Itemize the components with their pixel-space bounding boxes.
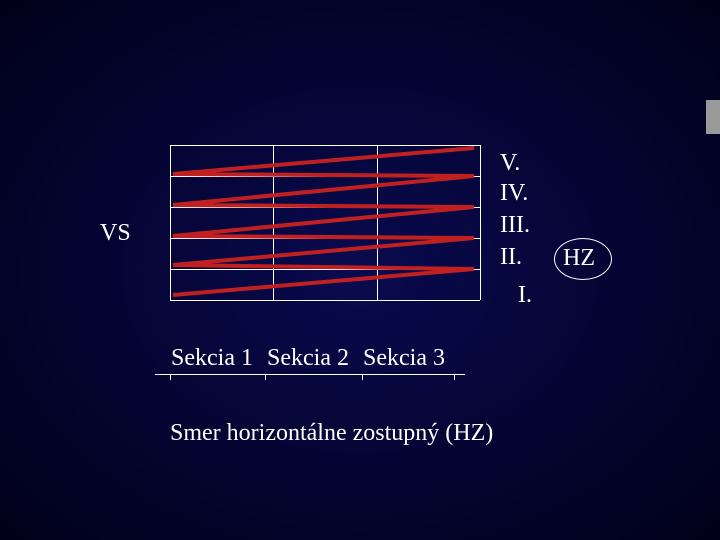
slide-root: VS V. IV. III. II. I. HZ Sekcia 1 Sekcia…	[0, 0, 720, 540]
section-tick	[362, 374, 363, 380]
caption: Smer horizontálne zostupný (HZ)	[170, 420, 493, 447]
row-label-iii: III.	[500, 212, 530, 239]
label-sekcia-3: Sekcia 3	[363, 345, 445, 372]
row-label-v: V.	[500, 150, 520, 177]
row-label-iv: IV.	[500, 180, 528, 207]
row-label-ii: II.	[500, 244, 522, 271]
section-tick	[265, 374, 266, 380]
section-underline-span	[155, 374, 465, 375]
row-label-i: I.	[518, 282, 532, 309]
sawtooth-path	[0, 0, 720, 540]
label-hz: HZ	[563, 245, 595, 272]
section-tick	[454, 374, 455, 380]
edge-bar	[706, 100, 720, 134]
label-vs: VS	[100, 220, 131, 247]
label-sekcia-2: Sekcia 2	[267, 345, 349, 372]
label-sekcia-1: Sekcia 1	[171, 345, 253, 372]
section-tick	[170, 374, 171, 380]
